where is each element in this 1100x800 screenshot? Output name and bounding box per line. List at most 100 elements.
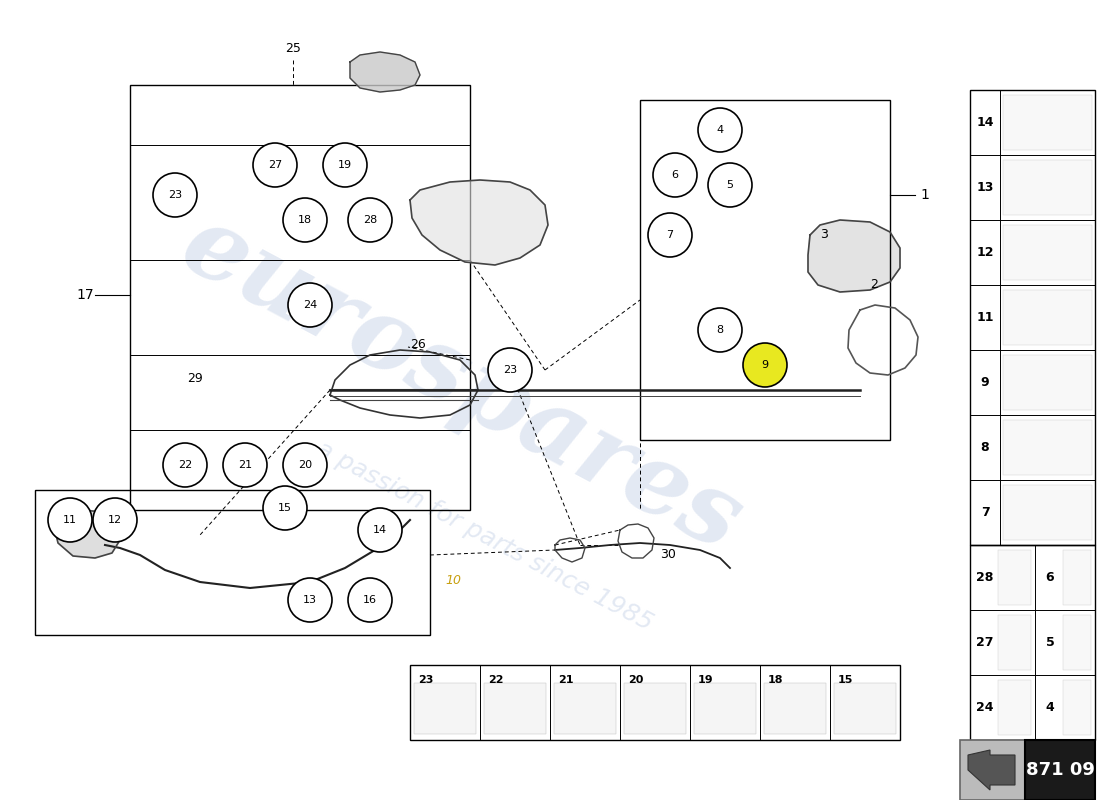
Polygon shape	[410, 180, 548, 265]
Text: 30: 30	[660, 549, 675, 562]
Bar	[1063, 615, 1091, 670]
Text: 2: 2	[870, 278, 878, 291]
Text: 871 09: 871 09	[1025, 761, 1094, 779]
Text: 19: 19	[698, 675, 714, 685]
Text: 23: 23	[418, 675, 433, 685]
Bar	[1025, 740, 1094, 800]
Bar	[694, 683, 756, 734]
Text: 22: 22	[488, 675, 504, 685]
Text: 28: 28	[977, 571, 993, 584]
Polygon shape	[968, 750, 1015, 790]
Bar	[35, 490, 430, 635]
Text: 4: 4	[1046, 701, 1055, 714]
Circle shape	[488, 348, 532, 392]
Circle shape	[94, 498, 138, 542]
Text: 8: 8	[716, 325, 724, 335]
Bar	[410, 665, 900, 740]
Text: 12: 12	[108, 515, 122, 525]
Bar	[970, 545, 1094, 740]
Circle shape	[253, 143, 297, 187]
Text: 12: 12	[977, 246, 993, 259]
Circle shape	[698, 108, 742, 152]
Text: 11: 11	[63, 515, 77, 525]
Text: 19: 19	[338, 160, 352, 170]
Circle shape	[323, 143, 367, 187]
Circle shape	[288, 578, 332, 622]
Bar	[624, 683, 686, 734]
Text: 1: 1	[920, 188, 928, 202]
Text: 27: 27	[977, 636, 993, 649]
Text: 11: 11	[977, 311, 993, 324]
Bar	[1003, 355, 1092, 410]
Text: 27: 27	[268, 160, 282, 170]
Text: 9: 9	[981, 376, 989, 389]
Bar	[960, 740, 1025, 800]
Bar	[834, 683, 896, 734]
Text: 22: 22	[178, 460, 192, 470]
Text: 15: 15	[278, 503, 292, 513]
Bar	[1063, 680, 1091, 735]
Text: 17: 17	[76, 288, 94, 302]
Text: 6: 6	[1046, 571, 1054, 584]
Bar	[1003, 95, 1092, 150]
Bar	[130, 85, 470, 510]
Circle shape	[263, 486, 307, 530]
Bar	[484, 683, 546, 734]
Text: 6: 6	[671, 170, 679, 180]
Text: a passion for parts since 1985: a passion for parts since 1985	[311, 437, 657, 635]
Circle shape	[358, 508, 402, 552]
Polygon shape	[55, 510, 120, 558]
Bar	[764, 683, 826, 734]
Text: 7: 7	[667, 230, 673, 240]
Circle shape	[288, 283, 332, 327]
Bar	[554, 683, 616, 734]
Text: 10: 10	[446, 574, 461, 586]
Circle shape	[648, 213, 692, 257]
Text: 7: 7	[980, 506, 989, 519]
Circle shape	[223, 443, 267, 487]
Text: 16: 16	[363, 595, 377, 605]
Text: eurospares: eurospares	[166, 196, 758, 572]
Bar	[1003, 290, 1092, 345]
Text: 13: 13	[977, 181, 993, 194]
Text: 24: 24	[977, 701, 993, 714]
Circle shape	[653, 153, 697, 197]
Text: 23: 23	[168, 190, 183, 200]
Bar	[1003, 485, 1092, 540]
Bar	[1003, 420, 1092, 475]
Text: 26: 26	[410, 338, 426, 351]
Circle shape	[742, 343, 786, 387]
Circle shape	[283, 443, 327, 487]
Text: 24: 24	[302, 300, 317, 310]
Text: 9: 9	[761, 360, 769, 370]
Text: 21: 21	[558, 675, 573, 685]
Text: 5: 5	[1046, 636, 1055, 649]
Polygon shape	[808, 220, 900, 292]
Text: 20: 20	[628, 675, 643, 685]
Text: 13: 13	[302, 595, 317, 605]
Bar	[1063, 550, 1091, 605]
Circle shape	[283, 198, 327, 242]
Bar	[414, 683, 476, 734]
Text: 25: 25	[285, 42, 301, 55]
Bar	[970, 90, 1094, 545]
Text: 23: 23	[503, 365, 517, 375]
Circle shape	[708, 163, 752, 207]
Text: 15: 15	[838, 675, 854, 685]
Text: 29: 29	[187, 372, 202, 385]
Text: 14: 14	[977, 116, 993, 129]
Circle shape	[48, 498, 92, 542]
Bar	[998, 615, 1031, 670]
Bar	[640, 100, 890, 440]
Text: 28: 28	[363, 215, 377, 225]
Text: 20: 20	[298, 460, 312, 470]
Circle shape	[348, 198, 392, 242]
Bar	[998, 680, 1031, 735]
Circle shape	[163, 443, 207, 487]
Text: 5: 5	[726, 180, 734, 190]
Bar	[1003, 160, 1092, 215]
Circle shape	[153, 173, 197, 217]
Text: 21: 21	[238, 460, 252, 470]
Bar	[998, 550, 1031, 605]
Text: 3: 3	[820, 229, 828, 242]
